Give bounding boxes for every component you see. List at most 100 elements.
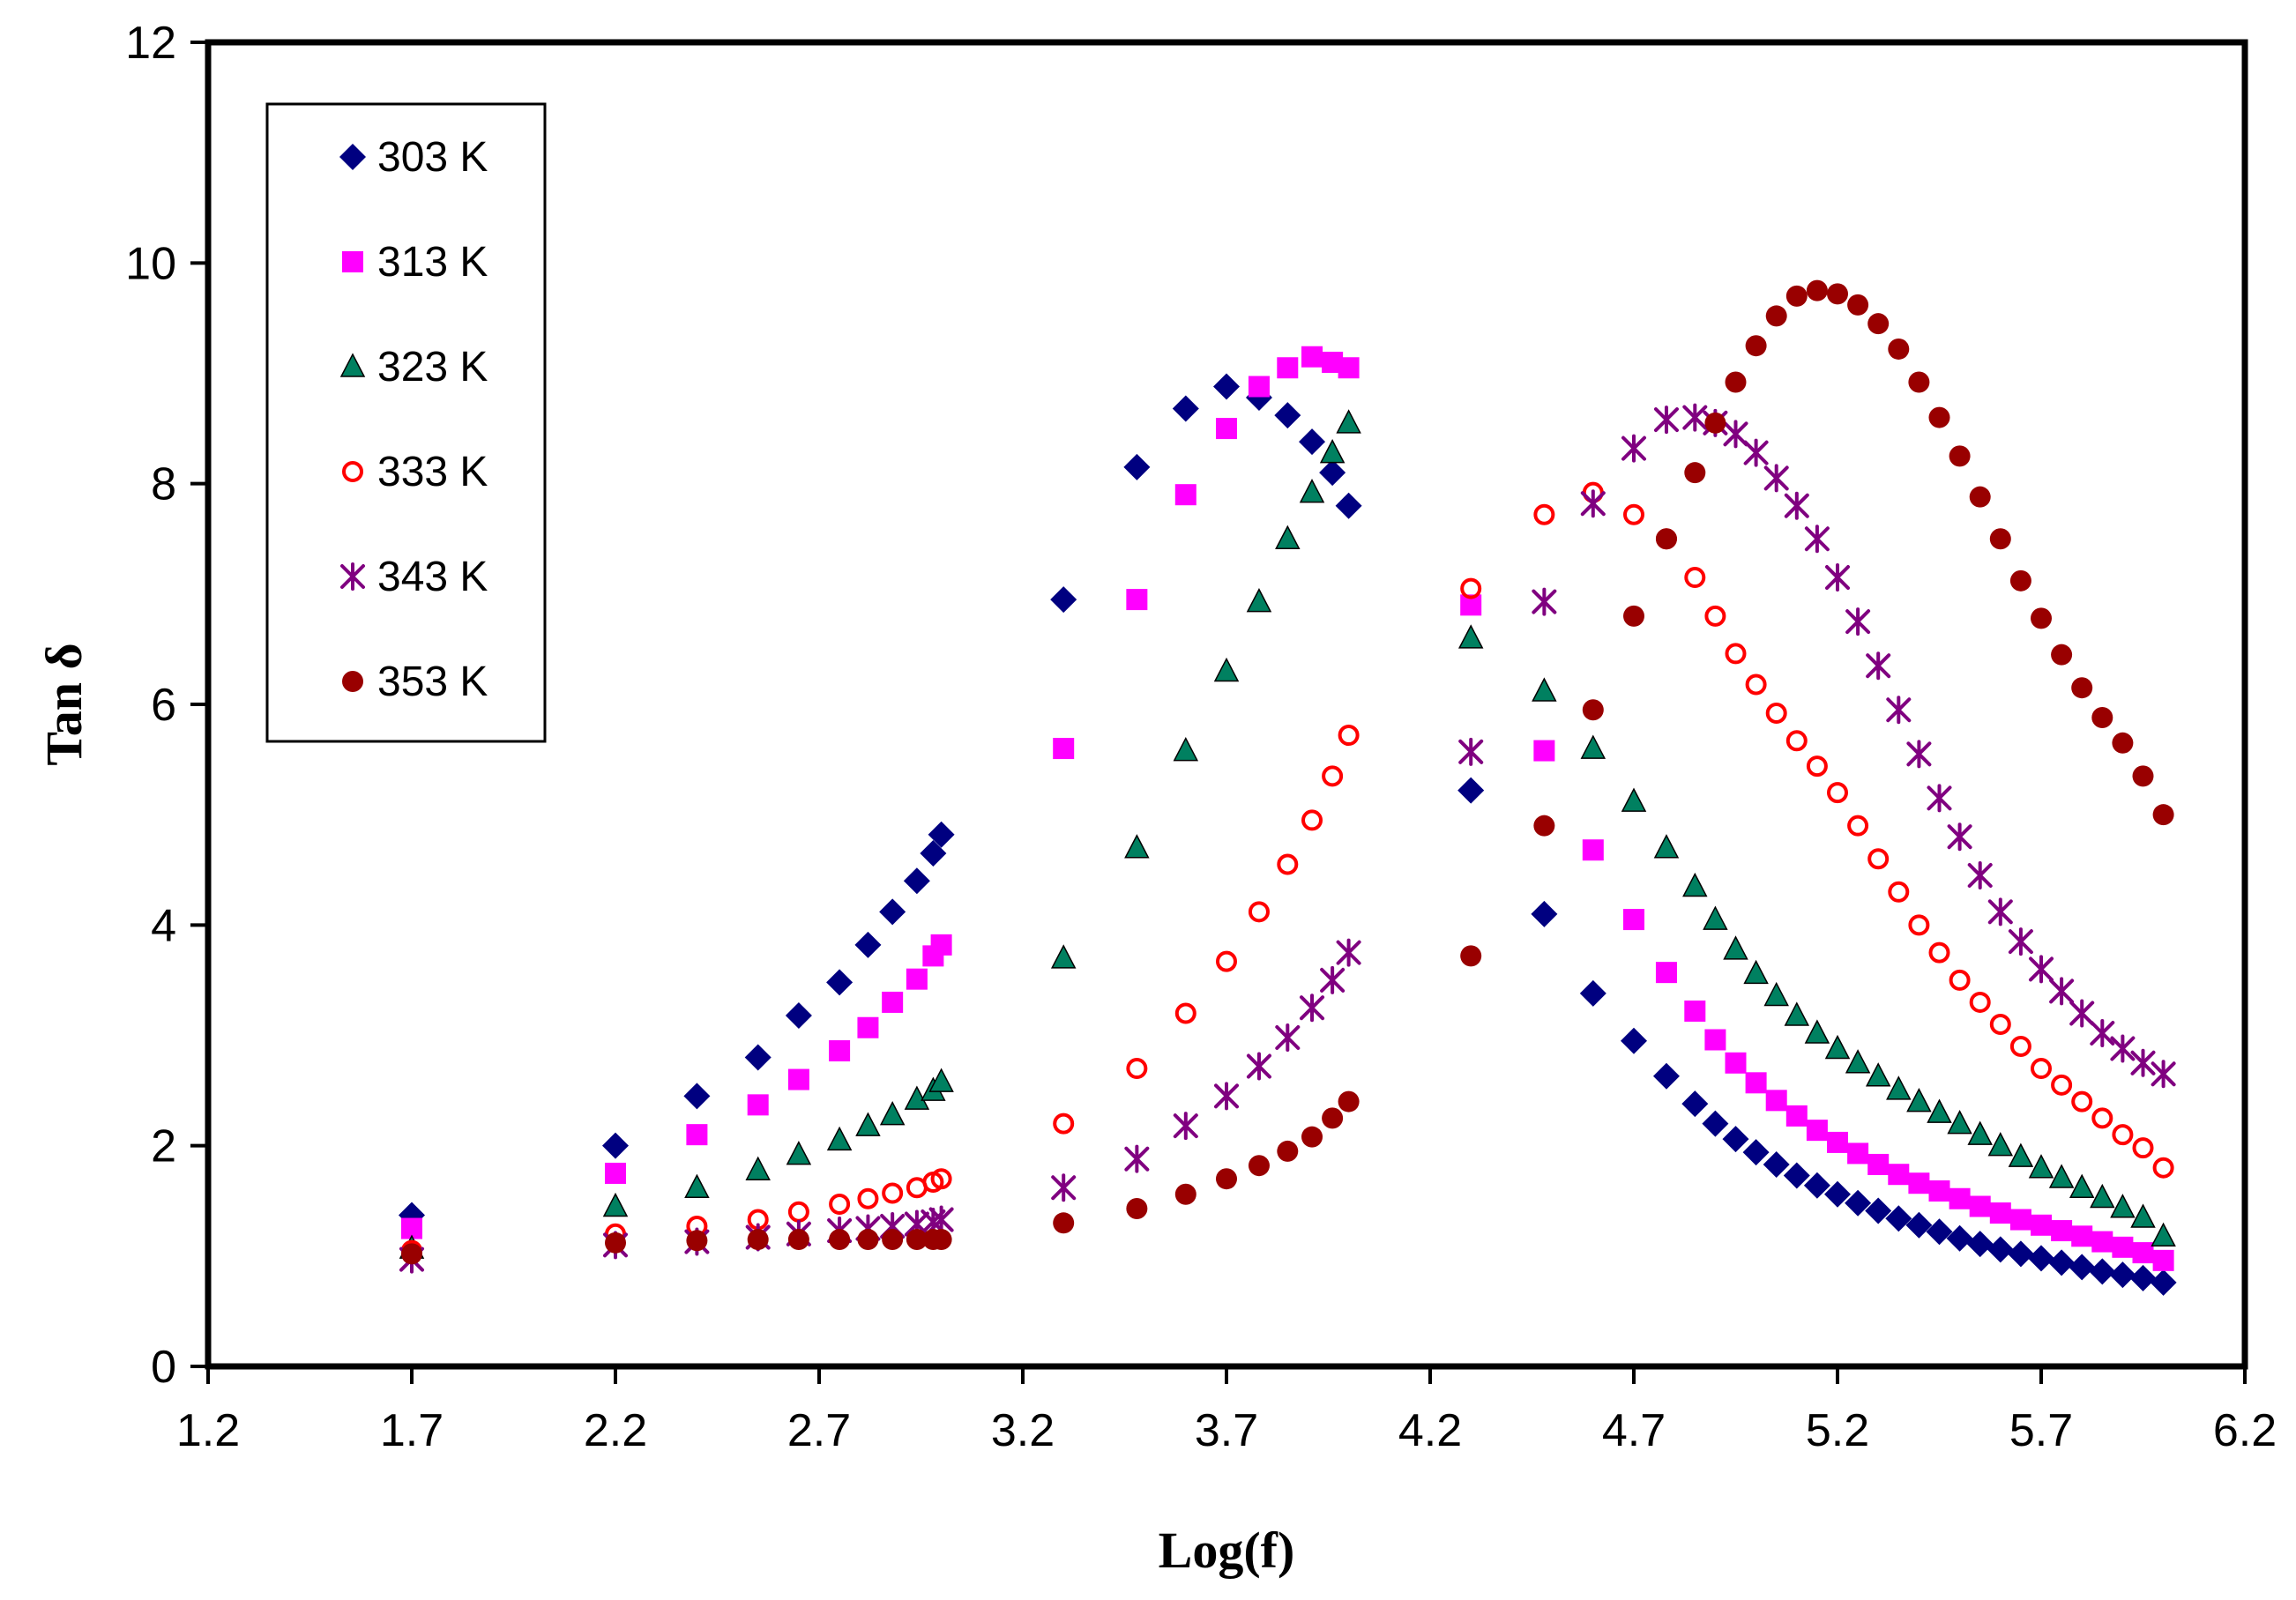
data-point [1906,740,1932,769]
data-point [882,991,904,1013]
data-point [1653,406,1679,435]
data-point [747,1229,769,1251]
data-point [1621,1027,1647,1054]
data-point [1725,1052,1747,1074]
data-point [2028,1154,2054,1179]
x-axis-title: Log(f) [1159,1522,1295,1579]
legend-item: 333 K [342,449,488,495]
data-point [2130,1048,2156,1077]
data-point [787,1068,809,1090]
data-point [1966,1231,1994,1258]
data-point [1865,1197,1892,1224]
legend-item: 323 K [339,344,488,391]
data-point [1784,1001,1810,1026]
data-point [1460,577,1482,599]
y-axis-title: Tan δ [35,643,93,765]
data-point [1847,294,1869,316]
data-point [1173,736,1199,762]
data-point [1827,1131,1848,1153]
data-point [928,1205,954,1234]
series-333k [401,481,2174,1261]
x-tick-label: 2.7 [787,1405,851,1456]
data-point [1847,815,1869,837]
data-point [1126,589,1148,611]
data-point [1274,402,1301,429]
data-point [2110,1034,2136,1063]
data-point [2129,1264,2157,1291]
data-point [1301,1126,1323,1148]
data-point [1682,403,1708,432]
data-point [1866,651,1891,681]
data-point [2009,1036,2031,1058]
data-point [2009,1209,2031,1231]
data-point [1947,1110,1972,1135]
data-point [1783,1162,1810,1189]
data-point [1655,962,1677,984]
data-point [1703,905,1728,930]
data-point [1806,1120,1828,1142]
data-point [1845,607,1871,636]
data-point [2090,1183,2115,1209]
data-point [1785,285,1808,307]
data-point [1338,725,1360,747]
data-point [787,1229,809,1251]
data-point [1867,1153,1890,1175]
x-tick-label: 4.7 [1602,1405,1666,1456]
data-point [1053,1212,1075,1234]
data-point [857,1016,879,1038]
data-point [2007,1240,2034,1268]
data-point [1174,484,1196,506]
data-point [1621,787,1647,812]
data-point [1867,313,1890,335]
data-point [1623,909,1644,931]
data-point [686,1124,708,1146]
data-point [1582,839,1604,861]
data-point [2151,1060,2176,1089]
legend-marker [342,461,363,482]
data-point [1745,1072,1767,1094]
data-point [2152,1157,2174,1179]
data-point [1908,914,1930,936]
data-point [2028,1245,2054,1272]
data-point [1277,1140,1299,1162]
data-point [1531,900,1558,927]
data-point [1300,993,1325,1023]
data-point [1213,373,1240,400]
y-tick-label: 8 [151,459,176,510]
data-point [2132,1137,2154,1159]
data-point [1299,479,1325,503]
data-point [1785,1105,1808,1127]
data-point [1214,1082,1239,1111]
legend-label: 323 K [377,344,488,391]
data-point [1742,1139,1770,1166]
data-point [2071,1090,2093,1113]
data-point [1989,1202,2011,1224]
data-point [683,1083,711,1110]
data-point [1804,525,1830,554]
data-point [1299,428,1326,456]
data-point [857,1187,879,1209]
legend-label: 353 K [377,659,488,705]
data-point [1684,567,1706,589]
data-point [1053,738,1075,760]
data-point [1532,587,1557,616]
data-point [1949,1187,1971,1209]
data-point [1533,815,1555,837]
data-point [1174,1002,1196,1024]
x-tick-label: 1.7 [380,1405,444,1456]
data-point [2132,1242,2154,1264]
data-point [1457,624,1484,649]
data-point [605,1232,626,1254]
data-point [1623,605,1644,627]
data-point [1723,935,1748,960]
data-point [1969,486,1991,508]
x-tick-label: 4.2 [1398,1405,1462,1456]
data-point [1458,737,1484,766]
data-point [1277,853,1299,875]
data-point [1275,1023,1301,1053]
data-point [920,839,947,867]
data-point [1845,1049,1871,1074]
data-point [2089,1258,2116,1285]
data-point [1989,528,2011,550]
data-point [1824,1034,1851,1060]
